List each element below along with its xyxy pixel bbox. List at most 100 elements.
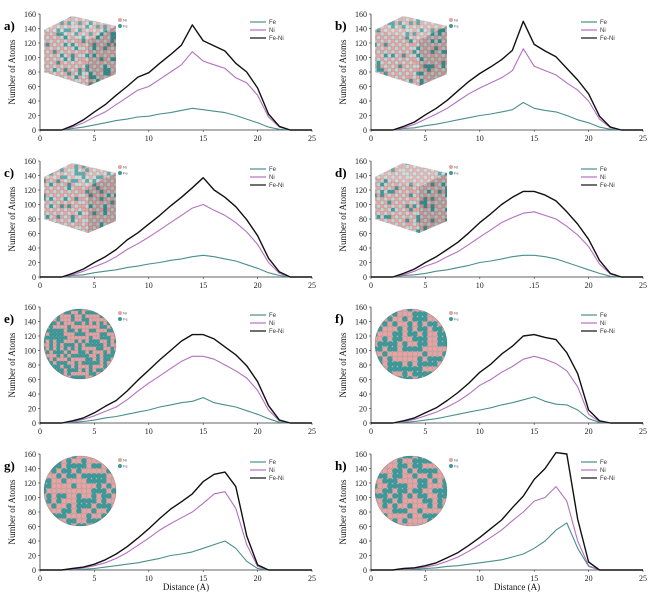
nanocube-image [44,16,116,86]
x-tick-label: 25 [308,134,316,143]
x-tick-label: 15 [530,574,538,583]
y-tick-label: 20 [359,258,367,267]
x-tick-label: 10 [476,574,484,583]
legend-label-fe-ni: Fe-Ni [269,183,284,189]
inset-legend-fe: Fe [123,24,128,29]
x-tick-label: 15 [199,281,207,290]
inset-legend-ni: Ni [123,311,127,316]
y-tick-label: 140 [355,171,367,180]
inset-legend-fe: Fe [123,464,128,469]
inset-legend-ni: Ni [454,165,458,170]
x-tick-label: 25 [639,574,647,583]
x-tick-label: 20 [585,574,593,583]
chart-panel-4: 0 20 40 60 80 100 120 140 160 0 5 10 .15 20 25 Number o… [335,157,647,290]
y-tick-label: 0 [363,273,367,282]
y-tick-label: 0 [32,273,36,282]
y-tick-label: 160 [355,157,367,166]
inset-legend-ni-dot [449,18,453,22]
chart-panel-3: 0 20 40 60 80 100 120 140 160 0 5 10 15 20 25 Number of… [4,157,316,290]
x-tick-label: 20 [254,574,262,583]
inset-legend-ni: Ni [123,165,127,170]
x-tick-label: 5 [423,134,427,143]
x-axis-label: Distance (A) [163,582,209,592]
x-tick-label: 5 [423,427,427,436]
y-tick-label: 20 [28,258,36,267]
x-tick-label: 25 [308,281,316,290]
y-tick-label: 80 [359,361,367,370]
y-tick-label: 60 [359,375,367,384]
y-tick-label: 120 [355,186,367,195]
y-tick-label: 20 [359,551,367,560]
x-tick-label: 20 [254,281,262,290]
x-tick-label: 5 [92,427,96,436]
legend-label-ni: Ni [600,28,606,34]
panel-label: d) [335,165,347,180]
y-tick-label: 160 [24,450,36,459]
inset-legend-fe: Fe [454,317,459,322]
y-axis-label: Number of Atoms [7,186,17,251]
x-tick-label: 10 [145,427,153,436]
series-line-fe-ni [40,333,312,424]
x-tick-label: 25 [639,427,647,436]
inset-legend-ni-dot [118,311,122,315]
legend-label-fe: Fe [269,167,277,173]
x-tick-label: 0 [369,427,373,436]
panel-label: b) [335,18,347,33]
y-tick-label: 80 [359,68,367,77]
inset-legend-fe: Fe [454,171,459,176]
inset-legend-ni-dot [449,311,453,315]
legend-label-ni: Ni [269,468,275,474]
y-tick-label: 120 [355,39,367,48]
series-line-fe-ni [371,20,643,131]
chart-panel-6: 0 20 40 60 80 100 120 140 160 0 5 10 15 20 25 Number of… [335,303,647,436]
x-tick-label: 20 [585,134,593,143]
y-tick-label: 100 [355,200,367,209]
series-line-ni [40,355,312,424]
series-line-fe-ni [40,24,312,131]
y-tick-label: 80 [28,508,36,517]
series-line-ni [371,355,643,424]
inset-legend-ni: Ni [123,458,127,463]
x-tick-label: 5 [423,574,427,583]
y-tick-label: 40 [359,97,367,106]
chart-panel-7: 0 20 40 60 80 100 120 140 160 0 5 10 15 20 25 Number of… [4,450,316,592]
panel-label: e) [4,311,14,326]
y-axis-label: Number of Atoms [338,186,348,251]
y-tick-label: 160 [355,450,367,459]
inset-legend-ni: Ni [454,18,458,23]
x-tick-label: 25 [308,574,316,583]
x-tick-label: 5 [92,134,96,143]
x-tick-label: 0 [38,427,42,436]
panel-label: c) [4,165,14,180]
x-tick-label: 5 [92,281,96,290]
inset-legend-fe-dot [118,317,122,321]
y-tick-label: 80 [28,215,36,224]
y-tick-label: 20 [359,404,367,413]
y-tick-label: 40 [359,244,367,253]
y-tick-label: 60 [28,229,36,238]
x-tick-label: 25 [639,281,647,290]
y-tick-label: 40 [28,390,36,399]
series-line-fe [40,254,312,278]
y-tick-label: 140 [24,24,36,33]
x-tick-label: 15 [199,427,207,436]
y-tick-label: 60 [359,82,367,91]
series-line-ni [40,51,312,131]
inset-legend-ni-dot [118,458,122,462]
y-tick-label: 40 [28,244,36,253]
series-line-ni [40,203,312,278]
series-line-fe-ni [371,451,643,571]
series-line-fe [40,540,312,571]
inset-legend-fe-dot [449,24,453,28]
series-line-ni [371,48,643,131]
y-tick-label: 60 [359,229,367,238]
legend-label-ni: Ni [269,175,275,181]
y-tick-label: 40 [359,390,367,399]
y-tick-label: 60 [359,522,367,531]
series-line-fe-ni [40,177,312,278]
y-tick-label: 80 [28,68,36,77]
y-tick-label: 40 [359,537,367,546]
inset-legend-fe-dot [449,317,453,321]
chart-panel-2: 0 20 40 60 80 100 120 140 160 0 5 10 15 20 25 Number of… [335,10,647,143]
y-tick-label: 0 [363,419,367,428]
